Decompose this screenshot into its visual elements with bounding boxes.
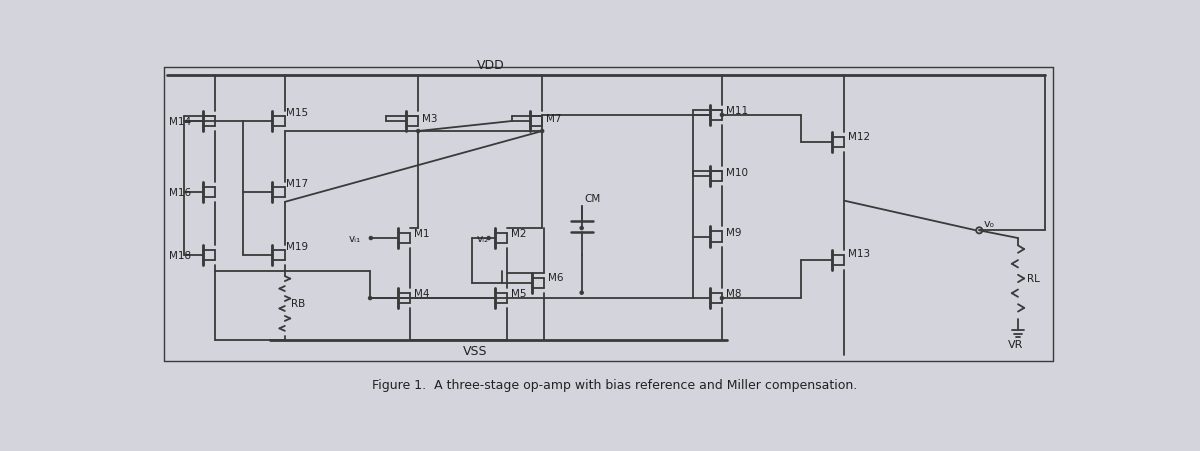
Circle shape bbox=[487, 237, 491, 240]
Text: M15: M15 bbox=[287, 107, 308, 118]
Text: M7: M7 bbox=[546, 114, 562, 124]
Circle shape bbox=[580, 291, 583, 295]
Text: M4: M4 bbox=[414, 289, 430, 299]
Circle shape bbox=[720, 297, 724, 300]
Text: CM: CM bbox=[584, 193, 601, 203]
Text: M14: M14 bbox=[168, 117, 191, 127]
Circle shape bbox=[416, 130, 420, 133]
Text: M1: M1 bbox=[414, 229, 430, 239]
Text: M2: M2 bbox=[511, 229, 527, 239]
Text: M5: M5 bbox=[511, 289, 527, 299]
Text: M13: M13 bbox=[848, 249, 870, 259]
Text: M18: M18 bbox=[168, 250, 191, 260]
Text: M3: M3 bbox=[422, 114, 438, 124]
Text: M6: M6 bbox=[548, 272, 564, 282]
Text: M17: M17 bbox=[287, 178, 308, 188]
Text: M8: M8 bbox=[726, 289, 742, 299]
Text: VR: VR bbox=[1008, 339, 1024, 349]
Text: M9: M9 bbox=[726, 227, 742, 237]
Text: RL: RL bbox=[1027, 274, 1040, 284]
Text: M10: M10 bbox=[726, 167, 748, 177]
Text: VDD: VDD bbox=[478, 58, 505, 71]
Text: vₒ: vₒ bbox=[984, 218, 995, 228]
Text: VSS: VSS bbox=[463, 344, 487, 357]
Text: vᵢ₁: vᵢ₁ bbox=[349, 234, 361, 244]
Text: Figure 1.  A three-stage op-amp with bias reference and Miller compensation.: Figure 1. A three-stage op-amp with bias… bbox=[372, 378, 858, 391]
Circle shape bbox=[368, 297, 372, 300]
Circle shape bbox=[541, 130, 544, 133]
Text: M19: M19 bbox=[287, 241, 308, 251]
Text: M11: M11 bbox=[726, 106, 748, 116]
Circle shape bbox=[720, 114, 724, 117]
Circle shape bbox=[370, 237, 372, 240]
Circle shape bbox=[580, 227, 583, 230]
Text: M16: M16 bbox=[168, 188, 191, 198]
Text: RB: RB bbox=[292, 299, 305, 309]
Text: M12: M12 bbox=[848, 131, 870, 141]
Text: vᵢ₂: vᵢ₂ bbox=[476, 234, 488, 244]
